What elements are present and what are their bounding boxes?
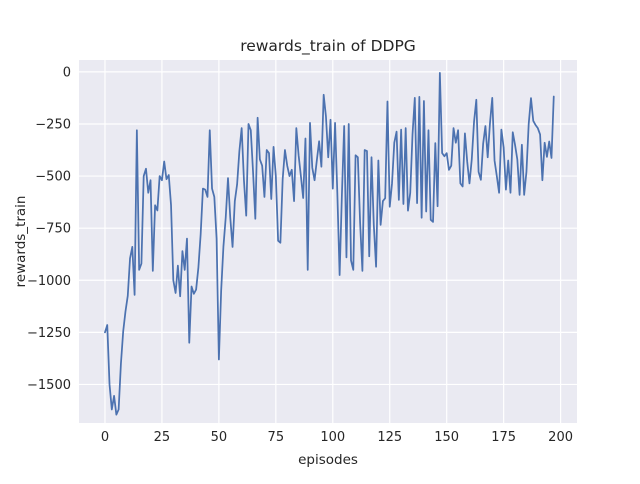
x-tick-label: 100 bbox=[320, 430, 345, 445]
x-axis-tick-labels: 0 25 50 75 100 125 150 175 200 bbox=[101, 430, 573, 445]
x-tick-label: 50 bbox=[211, 430, 228, 445]
x-tick-label: 75 bbox=[268, 430, 285, 445]
x-tick-label: 150 bbox=[434, 430, 459, 445]
y-tick-label: −750 bbox=[35, 222, 71, 237]
series-line-rewards-train bbox=[104, 72, 555, 416]
y-tick-label: −1250 bbox=[27, 326, 71, 341]
x-tick-label: 0 bbox=[101, 430, 109, 445]
y-axis-label: rewards_train bbox=[13, 196, 29, 288]
y-tick-label: −500 bbox=[35, 170, 71, 185]
x-axis-label: episodes bbox=[298, 452, 358, 468]
chart-title: rewards_train of DDPG bbox=[240, 37, 416, 56]
y-axis-tick-labels: 0 −250 −500 −750 −1000 −1250 −1500 bbox=[27, 65, 71, 393]
x-tick-label: 25 bbox=[154, 430, 171, 445]
x-tick-label: 125 bbox=[377, 430, 402, 445]
x-tick-label: 200 bbox=[548, 430, 573, 445]
y-tick-label: −1500 bbox=[27, 378, 71, 393]
x-tick-label: 175 bbox=[491, 430, 516, 445]
y-tick-label: 0 bbox=[63, 65, 71, 80]
y-tick-label: −1000 bbox=[27, 274, 71, 289]
y-tick-label: −250 bbox=[35, 117, 71, 132]
